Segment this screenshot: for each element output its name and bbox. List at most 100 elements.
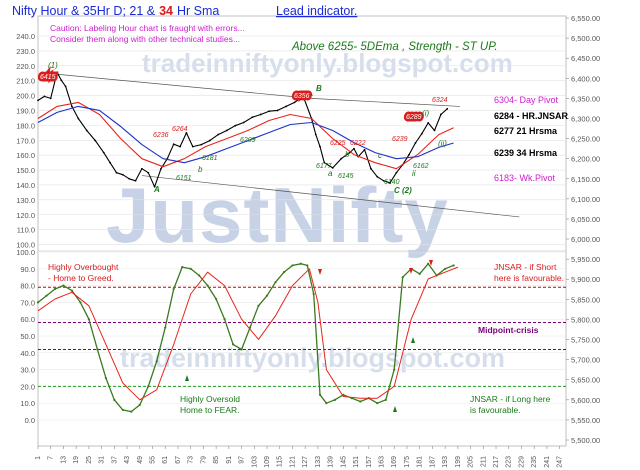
x-axis-tick-label: 121 <box>289 456 296 468</box>
oscillator-signal-line <box>37 266 459 401</box>
price-label-6145: 6145 <box>338 173 354 180</box>
price-point <box>85 129 88 132</box>
oscillator-point <box>401 276 404 279</box>
left-axis-tick-label: 180.0 <box>16 121 35 130</box>
price-point-labels: 6415 6346 6236 6264 6151 6181 6209 6356 … <box>38 72 448 187</box>
oscillator-tick-label: 50.0 <box>20 332 35 341</box>
hr34-label: 6239 34 Hrsma <box>494 148 558 158</box>
price-point <box>191 145 194 148</box>
price-label-6181: 6181 <box>202 155 218 162</box>
x-axis-tick-label: 151 <box>353 456 360 468</box>
oscillator-point <box>452 264 455 267</box>
price-point <box>71 105 73 108</box>
oscillator-point <box>299 262 303 265</box>
oversold-label-1: Highly Oversold <box>180 394 240 404</box>
x-axis-tick-label: 1 <box>35 456 42 460</box>
price-point <box>109 161 111 164</box>
watermark-url-bottom: tradeinniftyonly.blogspot.com <box>120 343 505 373</box>
oscillator-point <box>306 264 309 267</box>
oscillator-tick-label: 20.0 <box>20 382 35 391</box>
right-axis-tick-label: 6,300.00 <box>571 114 600 123</box>
price-point <box>160 167 162 170</box>
right-axis-tick-label: 5,950.00 <box>571 255 600 264</box>
price-point <box>439 113 442 116</box>
x-axis-tick-label: 241 <box>544 456 551 468</box>
left-axis-tick-label: 170.0 <box>16 136 35 145</box>
price-label-6239: 6239 <box>392 136 408 143</box>
price-point <box>147 171 150 174</box>
oscillator-point <box>444 267 447 270</box>
oscillator-point <box>333 398 336 401</box>
price-point <box>128 177 131 180</box>
price-point <box>314 133 317 136</box>
oscillator-tick-label: 30.0 <box>20 366 35 375</box>
left-axis-tick-label: 230.0 <box>16 47 35 56</box>
price-point <box>102 151 105 154</box>
oscillator-point <box>36 301 40 304</box>
price-label-6289: 6289 <box>406 114 422 121</box>
price-point <box>185 132 188 134</box>
chart-title: Nifty Hour & 35Hr D; 21 & 34 Hr Sma <box>12 4 219 18</box>
jnsar-label: 6284 - HR.JNSAR <box>494 111 569 121</box>
jnsar-long-label-1: JNSAR - if Long here <box>470 394 551 404</box>
price-point <box>208 139 211 142</box>
oscillator-point <box>240 348 243 351</box>
x-axis-tick-label: 175 <box>404 456 411 468</box>
price-point <box>382 179 385 182</box>
price-point <box>153 185 156 188</box>
price-point <box>285 105 287 108</box>
short-arrow-2 <box>409 268 413 274</box>
oscillator-point <box>45 294 48 297</box>
wave-label-b-small: b <box>198 165 203 174</box>
right-axis-tick-label: 5,850.00 <box>571 295 600 304</box>
price-point <box>242 121 245 124</box>
oscillator-point <box>138 403 141 406</box>
wave-label-1: (1) <box>48 61 58 70</box>
oscillator-point <box>418 272 421 275</box>
price-point <box>115 171 118 174</box>
oscillator-point <box>130 410 133 413</box>
price-point <box>64 85 67 88</box>
long-arrow-1 <box>185 375 189 381</box>
oscillator-tick-label: 100.0 <box>16 248 35 257</box>
right-axis-tick-label: 6,550.00 <box>571 14 600 23</box>
price-point <box>293 101 296 104</box>
right-axis-tick-label: 6,250.00 <box>571 135 600 144</box>
oscillator-point <box>257 304 260 307</box>
oscillator-point <box>172 287 175 291</box>
oscillator-point <box>312 292 315 296</box>
oscillator-point <box>384 398 387 401</box>
price-label-6356: 6356 <box>294 93 310 100</box>
price-label-6222: 6222 <box>350 140 366 147</box>
oscillator-point <box>104 376 107 380</box>
price-point <box>408 153 410 156</box>
price-point <box>353 147 355 150</box>
left-axis-tick-label: 220.0 <box>16 62 35 71</box>
jnsar-short-label-1: JNSAR - if Short <box>494 262 557 272</box>
oscillator-point <box>147 385 150 388</box>
price-point <box>94 139 97 142</box>
price-point <box>141 167 143 170</box>
oscillator-tick-label: 40.0 <box>20 349 35 358</box>
x-axis-tick-label: 133 <box>315 456 322 468</box>
trendline-3 <box>141 175 520 218</box>
x-axis-tick-label: 193 <box>442 456 449 468</box>
oscillator-point <box>121 408 124 412</box>
oscillator-point <box>62 284 65 287</box>
left-axis-tick-label: 110.0 <box>17 226 35 235</box>
right-axis-tick-label: 6,500.00 <box>571 34 600 43</box>
right-axis-tick-label: 5,800.00 <box>571 315 600 324</box>
wave-label-A: A <box>153 185 160 194</box>
long-arrow-2 <box>393 406 397 412</box>
oscillator-point <box>223 318 226 321</box>
oscillator-tick-label: 60.0 <box>20 315 35 324</box>
oscillator-point <box>53 287 57 291</box>
overbought-label-1: Highly Overbought <box>48 262 119 272</box>
chart-title-34: 34 <box>159 4 173 18</box>
x-axis-tick-label: 97 <box>239 456 246 464</box>
price-point <box>234 124 237 127</box>
x-axis-tick-label: 247 <box>557 456 564 468</box>
oscillator-point <box>206 284 209 287</box>
x-axis-tick-label: 211 <box>480 456 487 467</box>
price-point <box>427 121 430 124</box>
